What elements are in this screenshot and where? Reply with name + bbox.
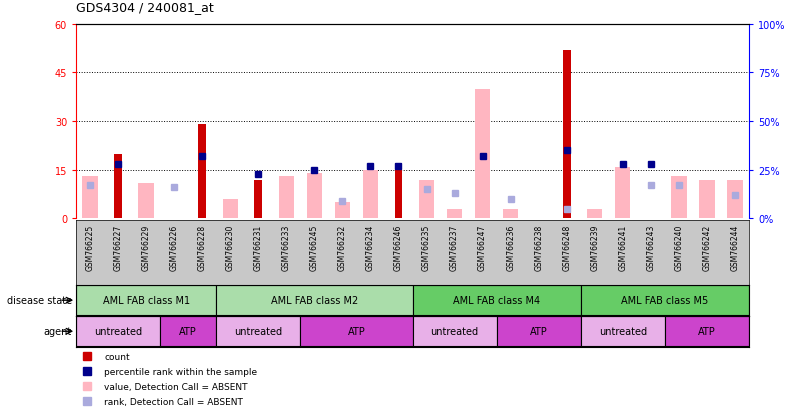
- Text: rank, Detection Call = ABSENT: rank, Detection Call = ABSENT: [104, 397, 243, 406]
- Bar: [395, 164, 402, 219]
- Bar: [447, 209, 462, 219]
- Bar: [563, 51, 570, 219]
- Bar: [475, 90, 490, 219]
- Bar: [279, 177, 294, 219]
- Text: GSM766244: GSM766244: [731, 224, 739, 271]
- Bar: [497, 317, 581, 346]
- Text: GSM766247: GSM766247: [478, 224, 487, 271]
- Text: GSM766232: GSM766232: [338, 224, 347, 270]
- Bar: [363, 171, 378, 219]
- Text: ATP: ATP: [348, 326, 365, 337]
- Text: GSM766239: GSM766239: [590, 224, 599, 271]
- Text: GSM766240: GSM766240: [674, 224, 683, 271]
- Text: AML FAB class M4: AML FAB class M4: [453, 295, 540, 306]
- Bar: [83, 177, 98, 219]
- Bar: [216, 286, 413, 316]
- Bar: [727, 180, 743, 219]
- Bar: [255, 180, 262, 219]
- Bar: [139, 183, 154, 219]
- Text: untreated: untreated: [430, 326, 479, 337]
- Text: GSM766227: GSM766227: [114, 224, 123, 270]
- Text: value, Detection Call = ABSENT: value, Detection Call = ABSENT: [104, 382, 248, 391]
- Text: AML FAB class M2: AML FAB class M2: [271, 295, 358, 306]
- Text: GSM766238: GSM766238: [534, 224, 543, 270]
- Text: GSM766242: GSM766242: [702, 224, 711, 270]
- Bar: [503, 209, 518, 219]
- Text: GSM766237: GSM766237: [450, 224, 459, 271]
- Bar: [671, 177, 686, 219]
- Bar: [223, 199, 238, 219]
- Text: count: count: [104, 352, 130, 361]
- Bar: [615, 167, 630, 219]
- Text: GSM766248: GSM766248: [562, 224, 571, 270]
- Text: GSM766231: GSM766231: [254, 224, 263, 270]
- Bar: [300, 317, 413, 346]
- Text: ATP: ATP: [179, 326, 197, 337]
- Text: ATP: ATP: [698, 326, 716, 337]
- Bar: [335, 203, 350, 219]
- Text: GSM766230: GSM766230: [226, 224, 235, 271]
- Bar: [115, 154, 122, 219]
- Text: disease state: disease state: [7, 295, 72, 306]
- Text: GSM766225: GSM766225: [86, 224, 95, 270]
- Bar: [76, 317, 160, 346]
- Text: untreated: untreated: [94, 326, 143, 337]
- Text: GSM766241: GSM766241: [618, 224, 627, 270]
- Text: GSM766234: GSM766234: [366, 224, 375, 271]
- Text: AML FAB class M5: AML FAB class M5: [622, 295, 708, 306]
- Bar: [587, 209, 602, 219]
- Text: ATP: ATP: [529, 326, 548, 337]
- Text: GSM766245: GSM766245: [310, 224, 319, 271]
- Bar: [216, 317, 300, 346]
- Text: percentile rank within the sample: percentile rank within the sample: [104, 367, 257, 376]
- Text: untreated: untreated: [598, 326, 647, 337]
- Bar: [699, 180, 714, 219]
- Text: GSM766229: GSM766229: [142, 224, 151, 270]
- Text: GSM766226: GSM766226: [170, 224, 179, 270]
- Text: AML FAB class M1: AML FAB class M1: [103, 295, 190, 306]
- Bar: [413, 286, 581, 316]
- Bar: [581, 286, 749, 316]
- Bar: [199, 125, 206, 219]
- Text: GSM766233: GSM766233: [282, 224, 291, 271]
- Bar: [419, 180, 434, 219]
- Bar: [581, 317, 665, 346]
- Bar: [307, 173, 322, 219]
- Bar: [160, 317, 216, 346]
- Bar: [665, 317, 749, 346]
- Text: untreated: untreated: [234, 326, 283, 337]
- Text: GSM766243: GSM766243: [646, 224, 655, 271]
- Text: GDS4304 / 240081_at: GDS4304 / 240081_at: [76, 2, 214, 14]
- Text: GSM766235: GSM766235: [422, 224, 431, 271]
- Text: GSM766246: GSM766246: [394, 224, 403, 271]
- Bar: [413, 317, 497, 346]
- Text: GSM766228: GSM766228: [198, 224, 207, 270]
- Text: agent: agent: [44, 326, 72, 337]
- Bar: [76, 286, 216, 316]
- Text: GSM766236: GSM766236: [506, 224, 515, 271]
